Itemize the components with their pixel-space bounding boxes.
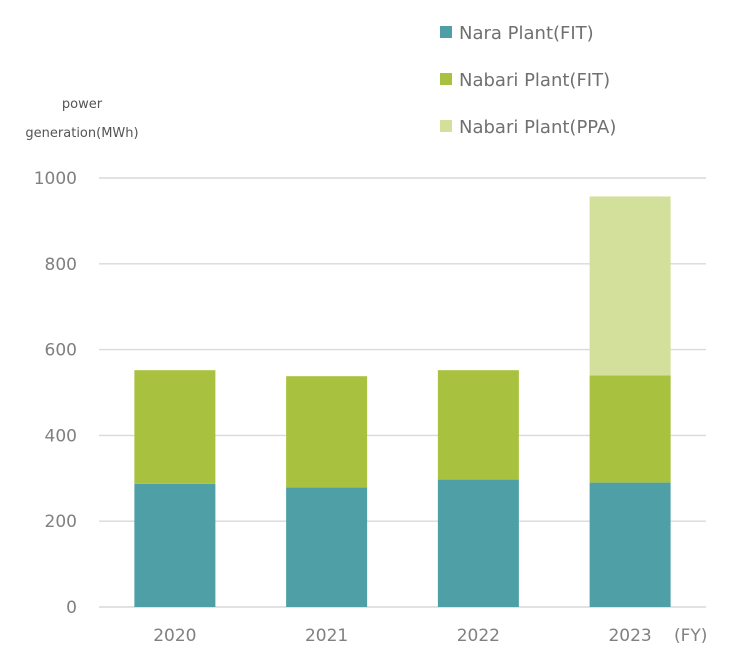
x-tick-label: 2023 [608, 626, 651, 646]
y-tick-label: 800 [45, 255, 77, 275]
x-tick-label: 2021 [305, 626, 348, 646]
legend-item-nabari-ppa: Nabari Plant(PPA) [440, 117, 616, 138]
x-axis-title: (FY) [674, 626, 707, 646]
legend-swatch [440, 26, 452, 38]
legend-label: Nabari Plant(FIT) [459, 70, 610, 91]
y-tick-label: 400 [45, 426, 77, 446]
bars [134, 196, 671, 607]
y-tick-label: 1000 [34, 169, 77, 189]
x-tick-label: 2022 [457, 626, 500, 646]
bar-segment [437, 479, 519, 607]
legend-label: Nabari Plant(PPA) [459, 117, 616, 138]
legend-swatch [440, 120, 452, 132]
legend: Nara Plant(FIT) Nabari Plant(FIT) Nabari… [440, 23, 616, 138]
bar-segment [589, 375, 671, 483]
legend-swatch [440, 73, 452, 85]
bar-segment [134, 370, 216, 484]
x-axis-tick-labels: 2020 2021 2022 2023 [153, 626, 652, 646]
y-tick-label: 200 [45, 512, 77, 532]
y-axis-tick-labels: 0 200 400 600 800 1000 [34, 169, 77, 618]
y-tick-label: 600 [45, 341, 77, 361]
y-axis-title-line2: generation(MWh) [25, 126, 138, 141]
bar-segment [437, 370, 519, 480]
legend-item-nara-fit: Nara Plant(FIT) [440, 23, 594, 44]
bar-segment [589, 482, 671, 607]
bar-segment [589, 196, 671, 376]
y-axis-title-line1: power [62, 97, 103, 112]
bar-segment [286, 487, 368, 607]
legend-item-nabari-fit: Nabari Plant(FIT) [440, 70, 610, 91]
legend-label: Nara Plant(FIT) [459, 23, 594, 44]
y-tick-label: 0 [66, 598, 77, 618]
bar-segment [286, 376, 368, 488]
bar-segment [134, 483, 216, 607]
x-tick-label: 2020 [153, 626, 196, 646]
